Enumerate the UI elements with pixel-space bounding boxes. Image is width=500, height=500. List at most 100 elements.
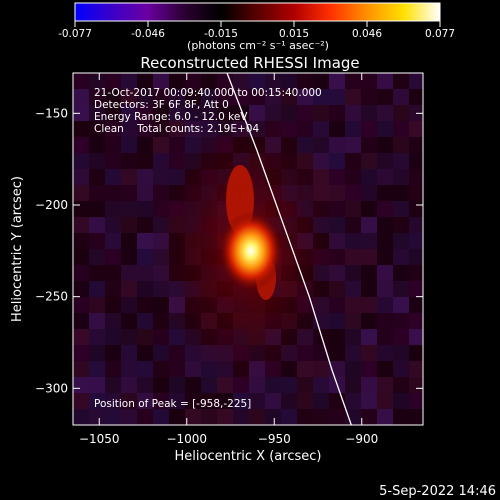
heatmap-cell (265, 73, 281, 89)
heatmap-cell (233, 393, 249, 409)
heatmap-cell (201, 105, 217, 121)
heatmap-cell (345, 313, 361, 329)
heatmap-cell (409, 409, 423, 425)
x-tick-label: −1050 (79, 432, 120, 446)
heatmap-cell (377, 329, 393, 345)
heatmap-cell (265, 409, 281, 425)
heatmap-cell (377, 89, 393, 105)
heatmap-cell (361, 377, 377, 393)
heatmap-cell (393, 409, 409, 425)
info-time-range: 21-Oct-2017 00:09:40.000 to 00:15:40.000 (94, 87, 322, 99)
heatmap-cell (345, 361, 361, 377)
heatmap-cell (377, 377, 393, 393)
heatmap-cell (185, 409, 201, 425)
heatmap-cell (377, 137, 393, 153)
heatmap-cell (329, 105, 345, 121)
heatmap-cell (185, 105, 201, 121)
heatmap-cell (89, 137, 105, 153)
heatmap-cell (73, 265, 89, 281)
heatmap-cell (121, 281, 137, 297)
heatmap-cell (73, 281, 89, 297)
heatmap-cell (377, 265, 393, 281)
plot-frame (72, 72, 424, 426)
heatmap-cell (329, 137, 345, 153)
heatmap-cell (137, 361, 153, 377)
heatmap-cell (217, 89, 233, 105)
heatmap-cell (393, 121, 409, 137)
heatmap-cell (105, 137, 121, 153)
heatmap-cell (73, 105, 89, 121)
colorbar-tick-label: 0.077 (425, 28, 455, 40)
heatmap-cell (313, 393, 329, 409)
heatmap-cell (329, 73, 345, 89)
heatmap-cell (345, 409, 361, 425)
heatmap-cell (393, 201, 409, 217)
heatmap-cell (89, 377, 105, 393)
heatmap-image (73, 73, 423, 425)
heatmap-cell (345, 89, 361, 105)
info-energy-range: Energy Range: 6.0 - 12.0 keV (94, 111, 248, 123)
heatmap-cell (329, 121, 345, 137)
peak-position-label: Position of Peak = [-958,-225] (94, 398, 251, 410)
heatmap-cell (169, 361, 185, 377)
heatmap-cell (345, 233, 361, 249)
heatmap-cell (73, 153, 89, 169)
heatmap-cell (393, 361, 409, 377)
heatmap-cell (409, 153, 423, 169)
heatmap-cell (153, 393, 169, 409)
heatmap-cell (361, 185, 377, 201)
heatmap-cell (393, 185, 409, 201)
heatmap-cell (377, 361, 393, 377)
heatmap-cell (345, 249, 361, 265)
heatmap-cell (121, 153, 137, 169)
heatmap-cell (393, 297, 409, 313)
heatmap-cell (153, 361, 169, 377)
heatmap-cell (297, 393, 313, 409)
heatmap-cell (409, 217, 423, 233)
heatmap-cell (393, 105, 409, 121)
heatmap-cell (105, 409, 121, 425)
heatmap-cell (377, 393, 393, 409)
colorbar-gradient (74, 2, 441, 22)
heatmap-cell (201, 89, 217, 105)
heatmap-cell (137, 201, 153, 217)
x-tick-label: −900 (345, 432, 378, 446)
heatmap-cell (281, 409, 297, 425)
heatmap-cell (345, 297, 361, 313)
y-tick-label: −300 (35, 381, 68, 395)
heatmap-cell (121, 249, 137, 265)
colorbar-ticks: -0.077 -0.046 -0.015 0.015 0.046 0.077 (58, 21, 455, 40)
heatmap-cell (393, 153, 409, 169)
heatmap-cell (361, 345, 377, 361)
heatmap-cell (377, 201, 393, 217)
info-detectors: Detectors: 3F 6F 8F, Att 0 (94, 99, 229, 111)
heatmap-cell (361, 233, 377, 249)
heatmap-cell (393, 217, 409, 233)
heatmap-cell (345, 201, 361, 217)
heatmap-cell (89, 409, 105, 425)
heatmap-cell (361, 329, 377, 345)
heatmap-cell (393, 137, 409, 153)
heatmap-cell (137, 249, 153, 265)
heatmap-cell (393, 313, 409, 329)
heatmap-cell (409, 233, 423, 249)
heatmap-cell (105, 233, 121, 249)
heatmap-cell (121, 73, 137, 89)
heatmap-cell (121, 185, 137, 201)
heatmap-cell (89, 313, 105, 329)
heatmap-cell (73, 185, 89, 201)
heatmap-cell (89, 169, 105, 185)
heatmap-cell (345, 73, 361, 89)
heatmap-cell (345, 105, 361, 121)
heatmap-cell (313, 121, 329, 137)
heatmap-cell (185, 377, 201, 393)
heatmap-cell (345, 393, 361, 409)
heatmap-cell (105, 377, 121, 393)
heatmap-cell (121, 121, 137, 137)
x-axis-label: Heliocentric X (arcsec) (175, 449, 322, 464)
heatmap-cell (137, 393, 153, 409)
heatmap-cell (89, 345, 105, 361)
heatmap-cell (329, 169, 345, 185)
heatmap-cell (361, 201, 377, 217)
heatmap-cell (377, 169, 393, 185)
